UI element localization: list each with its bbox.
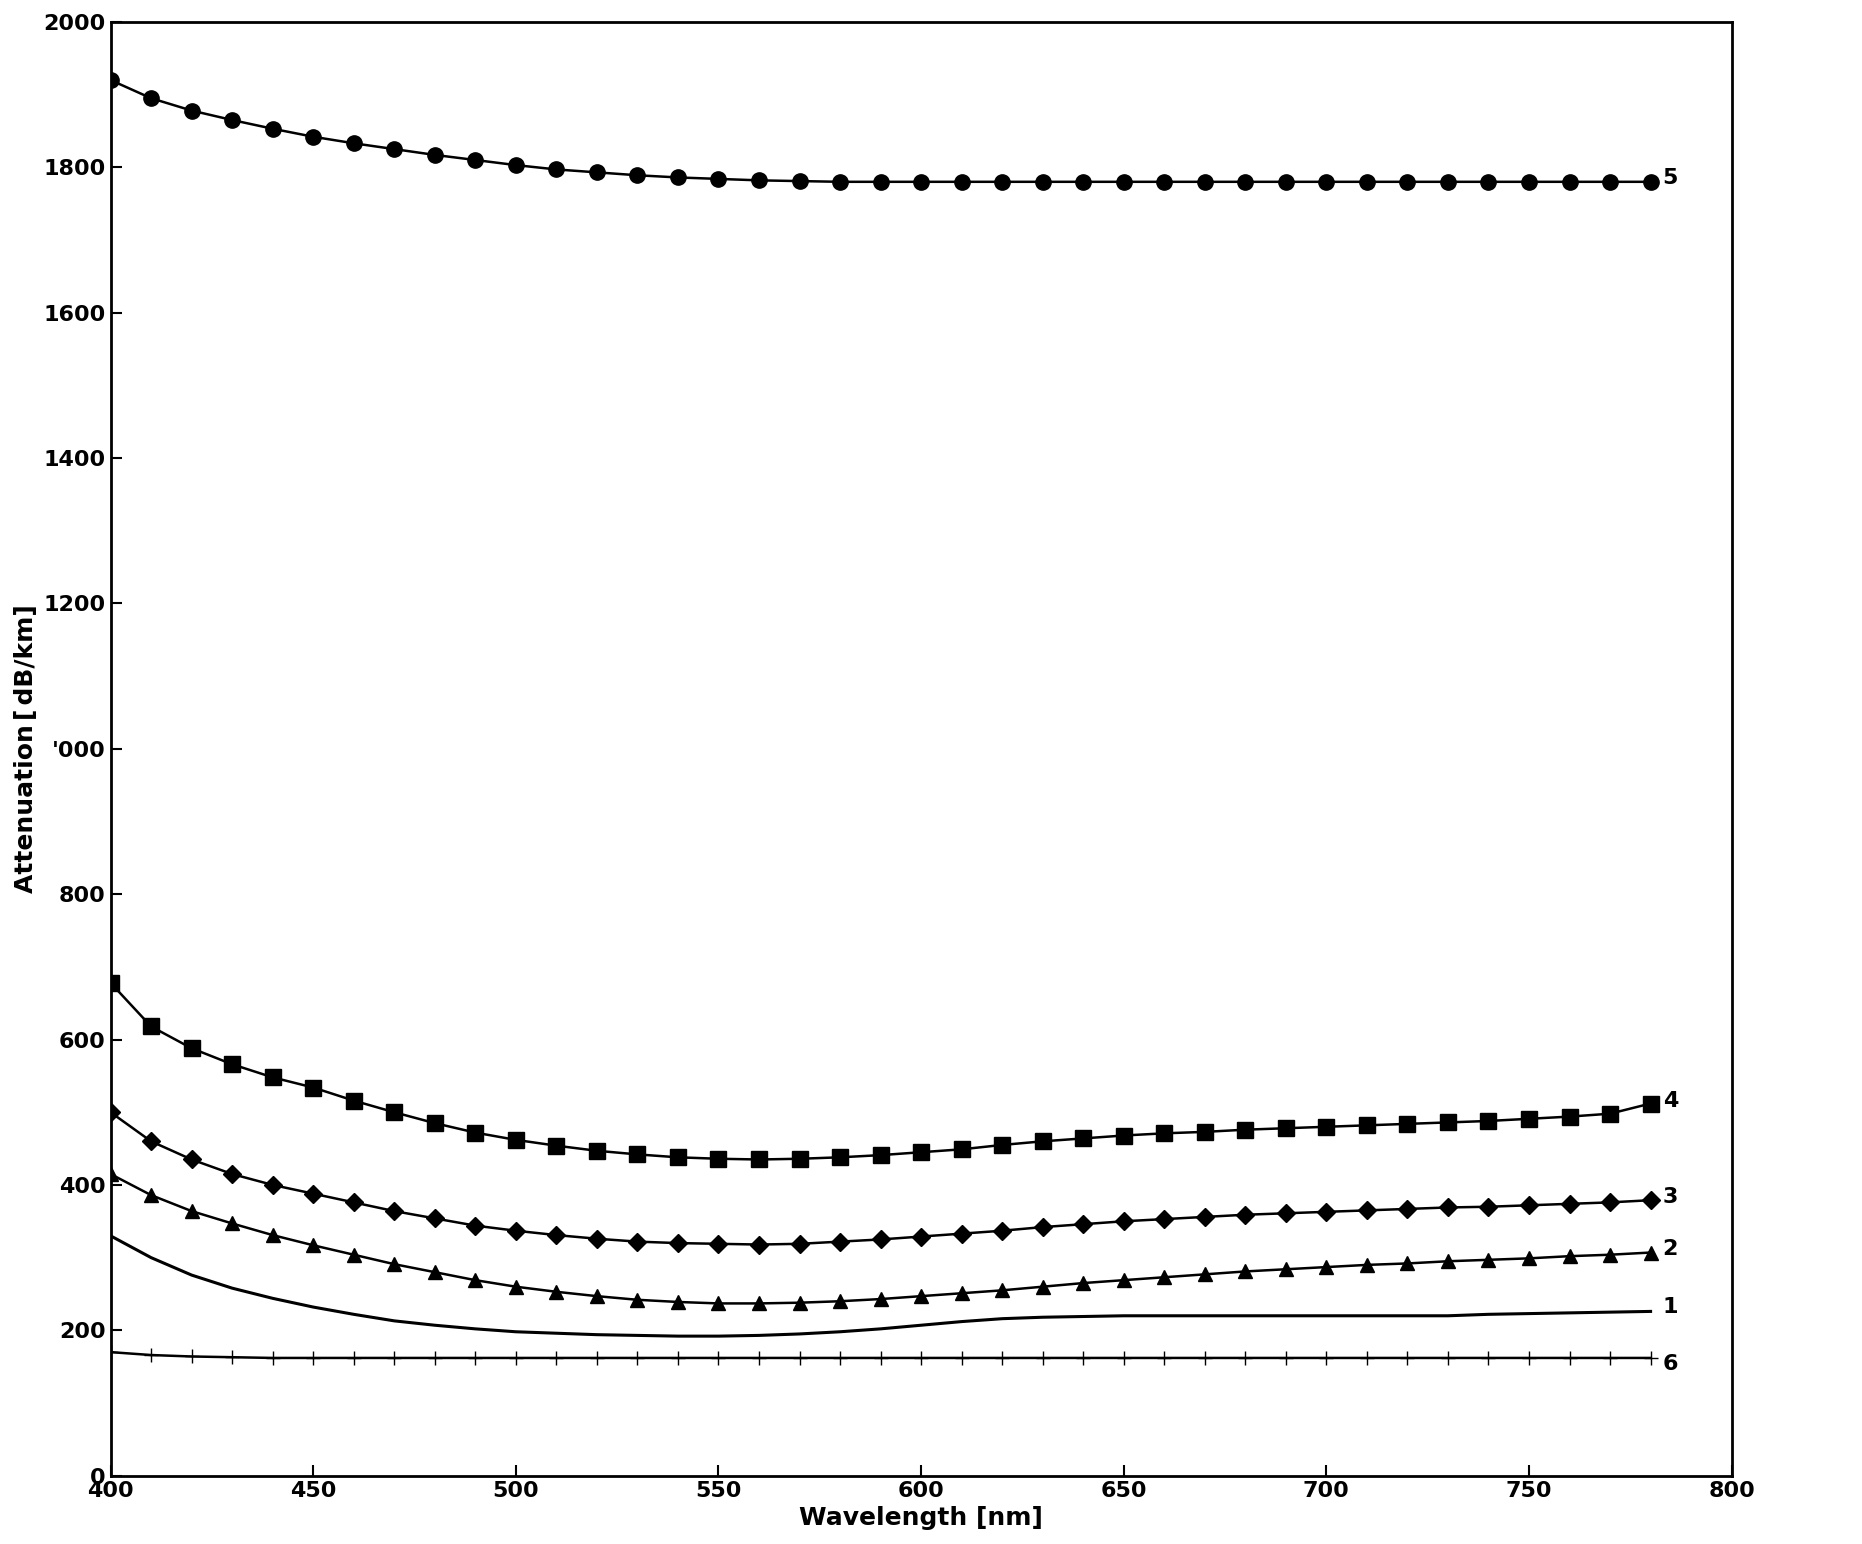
Text: 1: 1 (1663, 1297, 1678, 1317)
X-axis label: Wavelength [nm]: Wavelength [nm] (799, 1505, 1043, 1530)
Text: 3: 3 (1663, 1187, 1678, 1207)
Text: 6: 6 (1663, 1354, 1678, 1374)
Text: 4: 4 (1663, 1092, 1678, 1112)
Y-axis label: Attenuation [ dB/km]: Attenuation [ dB/km] (13, 604, 37, 892)
Text: 5: 5 (1663, 168, 1678, 188)
Text: 2: 2 (1663, 1238, 1678, 1258)
